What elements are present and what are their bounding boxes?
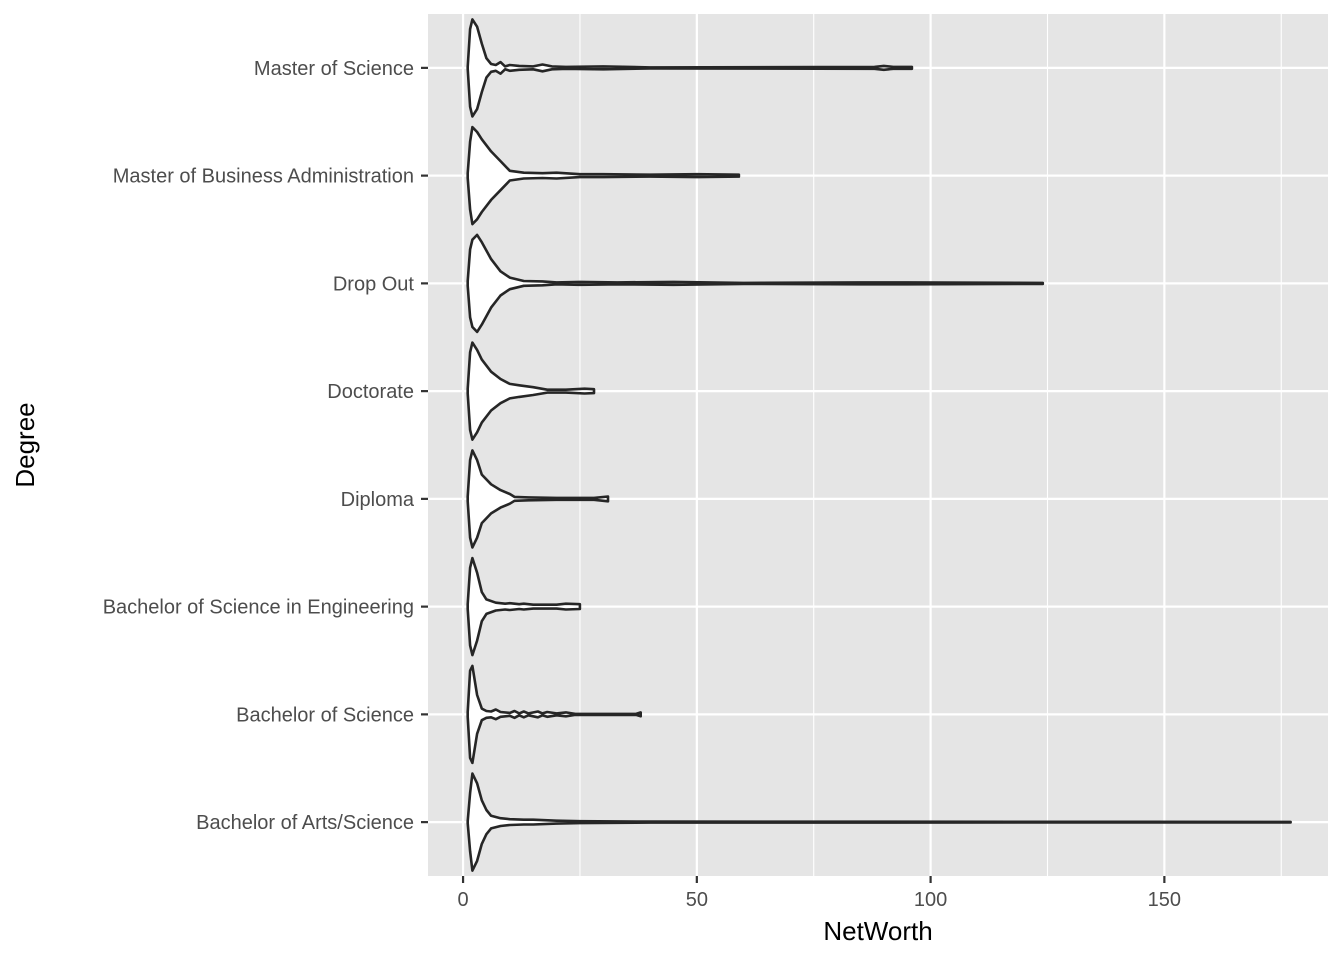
x-tick-label: 50 <box>686 889 708 911</box>
violin-bachelor-of-science <box>466 664 642 765</box>
violin-bachelor-of-science-in-engineering <box>466 556 582 657</box>
violins <box>466 18 1292 872</box>
violin-master-of-business-administration <box>466 125 741 226</box>
minor-gridlines <box>579 14 1282 876</box>
violin-drop-out <box>466 233 1045 334</box>
y-axis-title: Degree <box>10 402 40 487</box>
y-tick-label: Master of Business Administration <box>113 166 414 188</box>
x-axis-title: NetWorth <box>823 916 932 946</box>
x-tick-label: 150 <box>1148 889 1181 911</box>
y-tick-label: Bachelor of Arts/Science <box>196 812 414 834</box>
y-tick-label: Bachelor of Science in Engineering <box>103 597 414 619</box>
violin-diploma <box>466 449 610 549</box>
violin-bachelor-of-arts-science <box>466 772 1292 872</box>
x-tick-label: 0 <box>458 889 469 911</box>
y-tick-label: Doctorate <box>327 381 414 403</box>
y-tick-label: Drop Out <box>333 273 415 295</box>
violin-doctorate <box>466 341 596 441</box>
y-tick-label: Master of Science <box>254 58 414 80</box>
y-tick-label: Diploma <box>341 489 415 511</box>
violin-master-of-science <box>466 18 914 118</box>
y-tick-label: Bachelor of Science <box>236 704 414 726</box>
plot-panel <box>428 14 1328 876</box>
y-axis: Bachelor of Arts/Science Bachelor of Scie… <box>103 58 428 834</box>
x-axis: 0 50 100 150 <box>458 876 1181 911</box>
x-tick-label: 100 <box>914 889 947 911</box>
